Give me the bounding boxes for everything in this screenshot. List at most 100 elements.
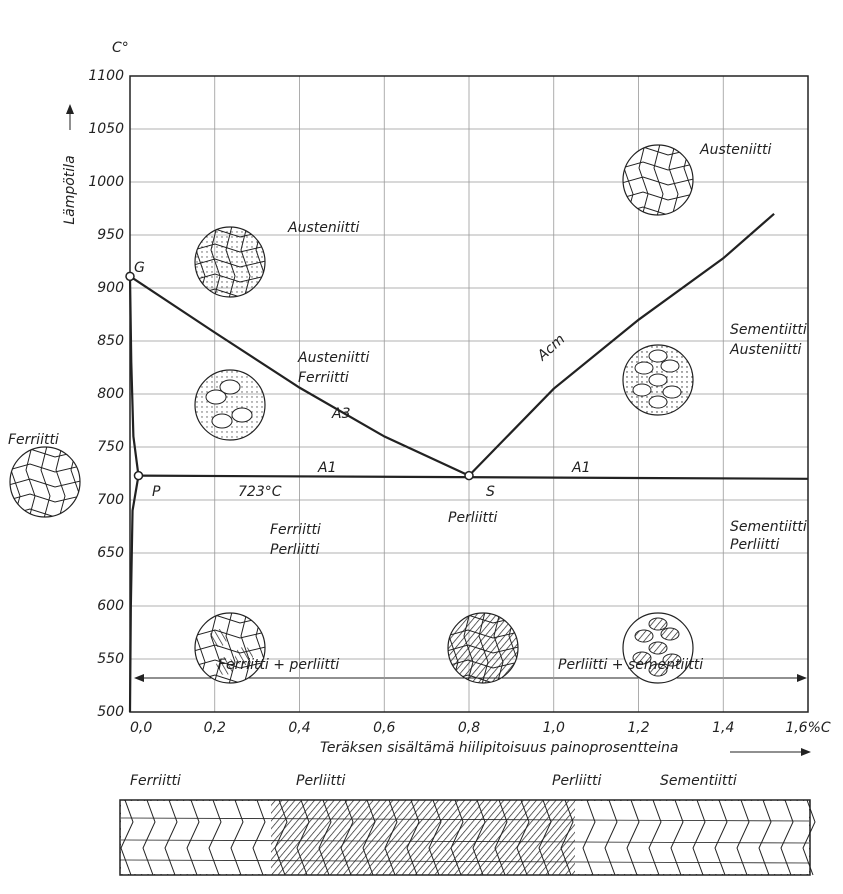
- x-tick-label: 1,0: [543, 720, 565, 736]
- y-tick-label: 800: [97, 386, 124, 402]
- point: [125, 271, 135, 282]
- grain-edge: [340, 799, 354, 876]
- x-tick-label: 0,4: [288, 720, 310, 736]
- annotation: Perliitti: [552, 773, 601, 789]
- grain-edge: [318, 799, 332, 876]
- grain-edge: [448, 659, 518, 669]
- cell: [648, 395, 668, 409]
- grain-edge: [164, 799, 178, 876]
- cell: [660, 359, 680, 373]
- microstructure: [9, 446, 81, 518]
- microstructure: [194, 369, 266, 441]
- annotation: Austeniitti: [287, 220, 359, 236]
- y-tick-label: 900: [97, 280, 124, 296]
- outline: [447, 612, 519, 684]
- grains: [195, 613, 265, 683]
- grain-edge: [225, 227, 236, 297]
- grain-edge: [55, 447, 66, 517]
- y-unit: C°: [112, 40, 129, 56]
- pearlite: [216, 657, 234, 675]
- microstructure: [622, 144, 694, 216]
- grain-edge: [195, 644, 265, 654]
- grain-edge: [10, 463, 80, 473]
- annotation: S: [486, 484, 495, 500]
- grains: [448, 613, 518, 683]
- annotation: Sementiitti: [730, 322, 807, 338]
- grain-edge: [142, 799, 156, 876]
- annotation: Ferriitti: [298, 370, 349, 386]
- annotation: Austeniitti: [297, 350, 369, 366]
- point: [133, 470, 144, 481]
- grain-edge: [230, 799, 244, 876]
- grain-edge: [195, 273, 265, 283]
- grain-edge: [668, 145, 679, 215]
- phase-line: [129, 275, 470, 477]
- y-tick-label: 750: [97, 439, 124, 455]
- grain-edge: [195, 258, 265, 268]
- cell: [634, 629, 654, 643]
- grain-edge: [274, 799, 288, 876]
- annotation: Sementiitti: [660, 773, 737, 789]
- y-tick-label: 700: [97, 492, 124, 508]
- grain-edge: [10, 493, 80, 503]
- cell: [660, 627, 680, 641]
- microstructure: [194, 612, 266, 684]
- cell: [648, 663, 668, 677]
- ferrite: [205, 389, 227, 405]
- ferrite-zone: [121, 801, 271, 874]
- cell: [648, 349, 668, 363]
- grain-edge: [120, 839, 810, 844]
- phase-line: [468, 212, 775, 477]
- grain-edge: [802, 799, 816, 876]
- y-axis-title: Lämpötila: [62, 155, 78, 224]
- grain-edge: [623, 176, 693, 186]
- ferrite: [211, 413, 233, 429]
- annotation: Perliitti: [730, 537, 779, 553]
- grain-edge: [692, 799, 706, 876]
- x-tick-label: 0,6: [373, 720, 395, 736]
- phase-line: [128, 276, 140, 476]
- grain-edge: [653, 145, 664, 215]
- grain-edge: [296, 799, 310, 876]
- x-tick-label: 0,2: [204, 720, 226, 736]
- y-tick-label: 500: [97, 704, 124, 720]
- y-tick-label: 550: [97, 651, 124, 667]
- grain-edge: [714, 799, 728, 876]
- x-tick-label: 1,6%C: [785, 720, 831, 736]
- y-tick-label: 600: [97, 598, 124, 614]
- y-tick-label: 850: [97, 333, 124, 349]
- plot-frame: [129, 75, 809, 713]
- grain-edge: [208, 799, 222, 876]
- grain-edge: [604, 799, 618, 876]
- grains: [195, 370, 265, 440]
- grain-edge: [448, 644, 518, 654]
- ferrite: [219, 379, 241, 395]
- annotation: Ferriitti: [130, 773, 181, 789]
- microstructure: [194, 226, 266, 298]
- microstructure: [447, 612, 519, 684]
- phase-line: [128, 475, 140, 713]
- grain-edge: [493, 613, 504, 683]
- grain-edge: [670, 799, 684, 876]
- curve-label: A3: [331, 406, 350, 422]
- grain-edge: [195, 629, 265, 639]
- grains: [623, 613, 693, 683]
- annotation: Acm: [534, 331, 568, 364]
- grain-edge: [626, 799, 640, 876]
- grain-edge: [120, 859, 810, 864]
- grain-edge: [736, 799, 750, 876]
- grain-edge: [225, 613, 236, 683]
- annotation: A1: [571, 460, 590, 476]
- grain-edge: [780, 799, 794, 876]
- grain-edge: [120, 817, 810, 822]
- annotation: Ferriitti + perliitti: [218, 657, 339, 673]
- annotation: Perliitti: [296, 773, 345, 789]
- grain-edge: [10, 478, 80, 488]
- annotation: 723°C: [238, 484, 282, 500]
- annotation: Perliitti: [270, 542, 319, 558]
- y-tick-label: 1000: [88, 174, 124, 190]
- grains: [10, 447, 80, 517]
- grain-edge: [40, 447, 51, 517]
- annotation: Ferriitti: [270, 522, 321, 538]
- grain-edge: [120, 799, 134, 876]
